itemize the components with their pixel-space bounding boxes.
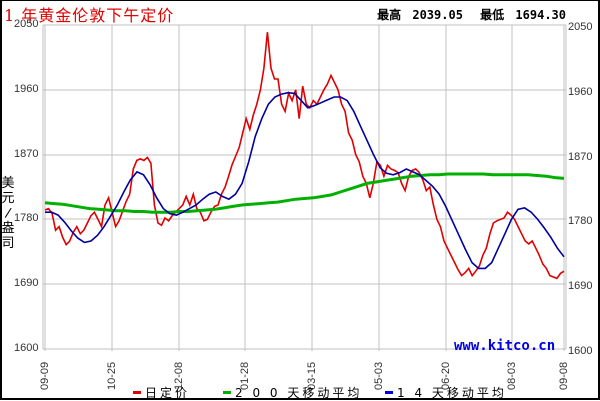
unit-char: 司: [1, 236, 15, 251]
legend-label: 1 4 天移动平均: [397, 386, 507, 400]
y-tick-label: 1690: [568, 280, 593, 292]
ma200-line: [44, 172, 565, 214]
x-tick-label: 09-08: [558, 361, 570, 390]
y-tick-label: 1780: [568, 215, 593, 227]
chart-title: 1 年黄金伦敦下午定价: [4, 6, 175, 25]
legend-label: 2 0 0 天移动平均: [235, 386, 363, 400]
unit-char: 元: [1, 191, 15, 206]
high-label: 最高: [377, 8, 402, 22]
y-tick-label: 2050: [568, 21, 593, 33]
y-tick-label: 1870: [568, 151, 593, 163]
high-low-stats: 最高 2039.05 最低 1694.30: [373, 6, 566, 23]
low-label: 最低: [480, 8, 505, 22]
legend-14d-ma: 1 4 天移动平均: [385, 384, 507, 401]
unit-char: 盎: [1, 221, 15, 236]
y-tick-label: 1870: [14, 148, 39, 160]
y-tick-label: 1690: [14, 277, 39, 289]
legend-swatch-red: [133, 391, 141, 394]
unit-char: 美: [1, 176, 15, 191]
y-tick-label: 2050: [14, 18, 39, 30]
legend-swatch-blue: [385, 391, 393, 394]
y-tick-label: 1600: [568, 345, 593, 357]
y-tick-label: 1600: [14, 342, 39, 354]
watermark-link[interactable]: www.kitco.cn: [454, 338, 556, 354]
daily-fix-line: [44, 32, 565, 280]
ma14-line: [45, 91, 565, 270]
legend-200d-ma: 2 0 0 天移动平均: [223, 384, 362, 401]
x-tick-label: 09-09: [39, 361, 51, 390]
unit-char: /: [3, 205, 13, 222]
x-tick-label: 08-03: [506, 361, 518, 390]
y-tick-label: 1780: [14, 212, 39, 224]
x-tick-label: 05-03: [373, 361, 385, 390]
x-tick-label: 10-25: [106, 361, 118, 390]
y-tick-label: 1960: [14, 83, 39, 95]
y-axis-unit-label: 美元 / 盎司: [1, 176, 15, 251]
y-tick-label: 1960: [568, 86, 593, 98]
legend-daily-fix: 日定价: [133, 384, 190, 401]
low-value: 1694.30: [515, 8, 566, 22]
high-value: 2039.05: [412, 8, 463, 22]
legend-swatch-green: [223, 391, 231, 394]
legend-label: 日定价: [145, 386, 191, 400]
